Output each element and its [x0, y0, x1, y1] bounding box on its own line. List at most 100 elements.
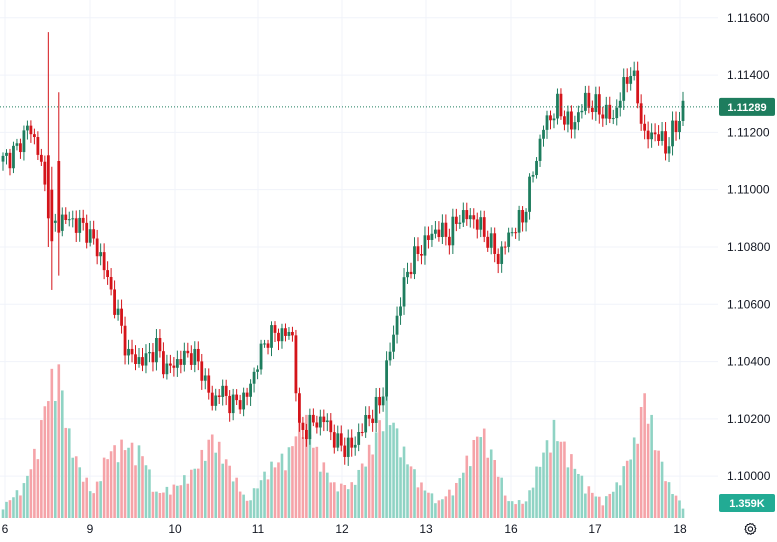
candle-body [210, 392, 214, 406]
volume-bar [517, 500, 521, 518]
candle-body [43, 161, 47, 185]
candle-body [486, 236, 490, 248]
candle-body [385, 360, 388, 397]
candle-body [563, 116, 566, 125]
volume-bar [284, 470, 287, 518]
volume-bar [681, 508, 685, 518]
volume-bar [528, 490, 531, 518]
candle-body [357, 432, 361, 445]
candle-body [360, 432, 364, 434]
volume-bar [353, 484, 357, 518]
volume-bar [444, 496, 448, 518]
candle-body [242, 392, 246, 410]
candle-body [168, 363, 172, 366]
candle-body [266, 343, 270, 348]
y-tick-label: 1.10400 [727, 355, 771, 369]
candle-body [381, 396, 385, 406]
volume-label: 1.359K [729, 498, 765, 510]
candle-body [395, 315, 399, 335]
volume-bar [360, 463, 364, 518]
volume-bar [64, 427, 68, 518]
candle-body [67, 219, 71, 221]
volume-bar [249, 500, 252, 518]
candle-body [318, 416, 322, 428]
y-tick-label: 1.10200 [727, 412, 771, 426]
volume-bar [57, 364, 61, 518]
volume-bar [343, 485, 347, 518]
candle-body [57, 161, 61, 233]
candle-body [503, 246, 507, 248]
candle-body [465, 210, 469, 220]
candle-body [364, 415, 368, 433]
volume-bar [594, 496, 598, 518]
volume-bar [646, 423, 650, 518]
candle-body [496, 253, 500, 264]
candle-body [311, 414, 315, 423]
volume-bar [357, 469, 360, 518]
candle-body [172, 365, 176, 368]
volume-bar [381, 431, 385, 518]
volume-bar [399, 457, 402, 518]
candle-body [26, 125, 29, 131]
y-tick-label: 1.11000 [727, 183, 770, 197]
volume-bar [203, 460, 207, 518]
candle-body [315, 422, 319, 428]
volume-bar [482, 428, 486, 518]
candle-body [374, 396, 378, 423]
volume-bar [1, 509, 5, 518]
volume-bar [556, 441, 559, 518]
settings-gear-icon[interactable] [739, 519, 761, 539]
candle-body [576, 112, 580, 123]
time-axis[interactable]: 6 9 10 11 12 13 16 17 18 [2, 522, 687, 536]
price-axis[interactable]: 1.11600 1.11400 1.11200 1.11000 1.10800 1.106… [727, 11, 771, 483]
candle-body [123, 325, 127, 356]
candle-body [336, 433, 340, 448]
candle-body [182, 350, 186, 365]
candle-body [489, 233, 493, 248]
volume-bar [413, 469, 416, 518]
volume-bar [625, 460, 629, 518]
volume-bar [81, 481, 85, 518]
volume-bar [388, 425, 392, 518]
volume-bar [496, 476, 500, 518]
volume-bar [210, 434, 214, 518]
volume-bar [224, 459, 228, 518]
candle-body [636, 70, 640, 104]
candle-body [629, 75, 633, 84]
candle-body [611, 118, 615, 120]
volume-bar [409, 466, 413, 518]
x-tick-label: 16 [504, 522, 518, 536]
volume-bar [639, 407, 643, 518]
volume-bar [580, 475, 584, 518]
volume-bar [12, 497, 15, 518]
volume-bar [430, 493, 434, 518]
volume-bar [507, 501, 510, 518]
candle-body [325, 420, 329, 423]
candle-body [134, 354, 137, 365]
volume-bar [277, 462, 280, 518]
volume-bar [514, 504, 517, 518]
volume-bar [465, 455, 469, 518]
volume-bar [196, 468, 200, 518]
candle-body [78, 217, 82, 233]
volume-bar [521, 503, 524, 518]
candle-body [440, 222, 444, 238]
volume-bar [186, 483, 190, 518]
volume-bar [238, 491, 242, 518]
candlesticks [1, 32, 685, 466]
candle-body [587, 92, 591, 108]
volume-bar [43, 406, 47, 518]
candle-body [252, 371, 256, 384]
volume-bar [134, 465, 137, 518]
y-tick-label: 1.10000 [727, 469, 771, 483]
volume-bar [475, 436, 479, 518]
candle-body [332, 432, 336, 448]
candle-body [604, 104, 608, 119]
y-tick-label: 1.10800 [727, 240, 771, 254]
volume-bar [650, 414, 653, 518]
volume-bar [99, 481, 102, 518]
volume-bar [374, 432, 378, 518]
candle-body [186, 350, 190, 354]
volume-bar [486, 457, 490, 518]
